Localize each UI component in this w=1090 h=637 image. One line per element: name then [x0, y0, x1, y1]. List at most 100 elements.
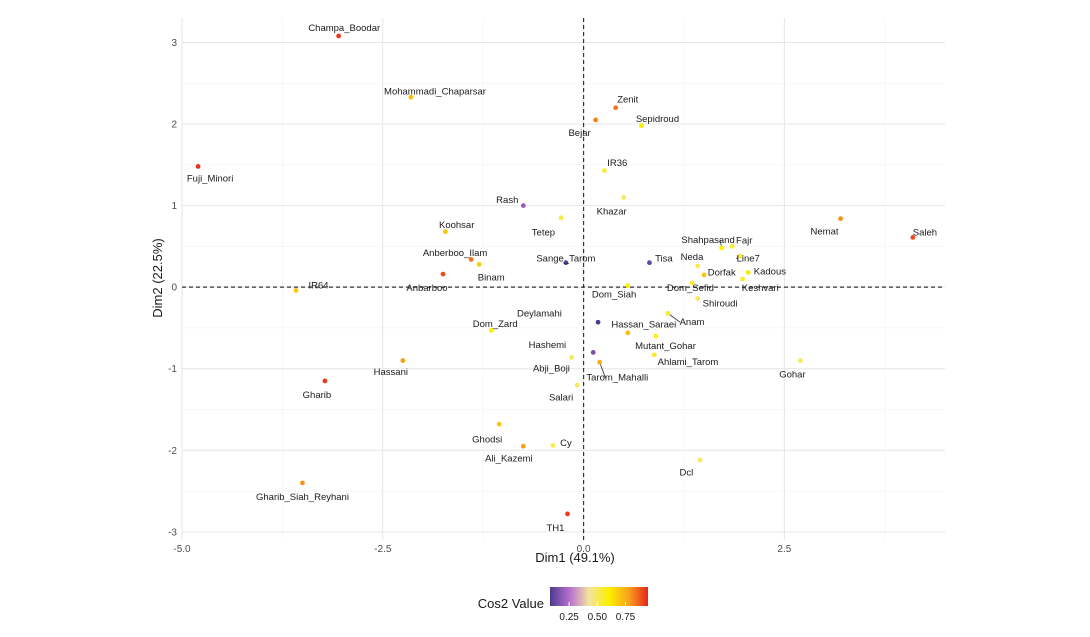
point-label: Anbarboo [406, 283, 447, 294]
data-point [574, 382, 580, 388]
data-point [550, 442, 556, 448]
data-point [593, 117, 599, 123]
point-label: Shiroudi [703, 298, 738, 309]
data-point [910, 235, 916, 240]
data-point [689, 280, 695, 286]
point-label: Fajr [736, 236, 752, 247]
data-point [695, 263, 701, 269]
data-point [563, 260, 569, 266]
data-point [558, 215, 564, 221]
point-label: Ali_Kazemi [485, 453, 533, 464]
data-point [719, 245, 725, 251]
data-point [476, 261, 482, 267]
data-point [590, 350, 596, 355]
legend-ticks: 0.25 0.50 0.75 [559, 602, 636, 623]
data-point [440, 271, 446, 277]
data-point [300, 480, 305, 486]
point-label: Keshvari [742, 283, 779, 294]
legend-tick-label: 0.75 [616, 612, 636, 623]
point-label: Shahpasand [681, 235, 734, 246]
data-point [520, 443, 526, 449]
y-tick-label: 1 [171, 201, 177, 212]
x-tick-label: -2.5 [374, 544, 392, 555]
x-tick-label: -5.0 [173, 544, 191, 555]
point-label: Ahlami_Tarom [658, 357, 719, 368]
y-tick-label: 3 [171, 38, 177, 49]
data-points [195, 33, 916, 517]
point-label: Saleh [913, 228, 937, 239]
point-label: Hassan_Saraei [611, 320, 676, 331]
legend-title: Cos2 Value [478, 596, 544, 611]
data-point [336, 33, 342, 39]
point-label: Anam [680, 317, 705, 328]
point-label: Dom_Siah [592, 289, 636, 300]
point-label: Kadous [754, 267, 786, 278]
data-point [745, 270, 751, 275]
leader-line [667, 312, 681, 323]
y-tick-label: -1 [168, 364, 177, 375]
data-point [595, 319, 601, 325]
data-point [639, 123, 644, 129]
point-label: Rash [496, 195, 518, 206]
data-point [293, 288, 299, 293]
point-label: Champa_Boodar [308, 23, 380, 34]
y-tick-label: -3 [168, 527, 177, 538]
reference-lines [182, 18, 945, 540]
y-axis-title: Dim2 (22.5%) [150, 238, 165, 317]
point-label: Mohammadi_Chaparsar [384, 86, 486, 97]
point-label: Zenit [617, 95, 638, 106]
point-label: Dcl [680, 467, 694, 478]
data-point [195, 164, 201, 169]
data-point [597, 359, 603, 365]
data-point [838, 216, 843, 222]
point-label: Line7 [737, 254, 760, 265]
data-point [798, 358, 803, 363]
point-label: Binam [478, 272, 505, 283]
data-point [613, 105, 619, 111]
data-point [408, 94, 414, 100]
point-label: Sepidroud [636, 114, 679, 125]
point-label: Tetep [532, 228, 555, 239]
legend-tick-label: 0.25 [559, 612, 579, 623]
point-label: Neda [681, 252, 704, 263]
data-point [520, 203, 526, 208]
point-label: Fuji_Minori [187, 174, 233, 185]
grid-lines [181, 18, 945, 540]
data-point [488, 327, 494, 333]
point-label: Sange_Tarom [536, 254, 595, 265]
data-point [565, 511, 570, 517]
point-label: Bejar [568, 128, 590, 139]
point-label: Gohar [779, 369, 805, 380]
data-point [625, 330, 631, 336]
x-tick-label: 2.5 [777, 544, 791, 555]
point-label: Hassani [374, 367, 408, 378]
point-label: Koohsar [439, 220, 474, 231]
data-point [729, 243, 735, 249]
y-tick-label: 0 [171, 283, 177, 294]
data-point [651, 352, 657, 358]
point-label: Nemat [811, 227, 839, 238]
data-point [602, 168, 607, 173]
point-label: Dom_Sefid [667, 283, 714, 294]
data-point [621, 195, 627, 200]
leader-line [599, 362, 606, 378]
color-legend: Cos2 Value 0.25 0.50 0.75 [478, 587, 648, 623]
data-point [653, 333, 659, 339]
point-label: Dorfak [708, 267, 736, 278]
data-point [443, 229, 448, 235]
data-point [468, 257, 474, 262]
axis-ticks: -5.0 -2.5 0.0 2.5 -3 -2 -1 0 1 2 3 [168, 38, 792, 555]
legend-tick-label: 0.50 [588, 612, 608, 623]
data-point [695, 296, 701, 301]
point-label: TH1 [546, 523, 564, 534]
data-point [569, 354, 574, 360]
data-point [701, 272, 707, 278]
point-label: Abji_Boji [533, 364, 570, 375]
point-label: Ghodsi [472, 435, 502, 446]
data-point [665, 310, 671, 316]
point-label: Dom_Zard [473, 319, 518, 330]
point-label: Hashemi [529, 340, 567, 351]
data-point [400, 358, 406, 363]
x-tick-label: 0.0 [577, 544, 591, 555]
